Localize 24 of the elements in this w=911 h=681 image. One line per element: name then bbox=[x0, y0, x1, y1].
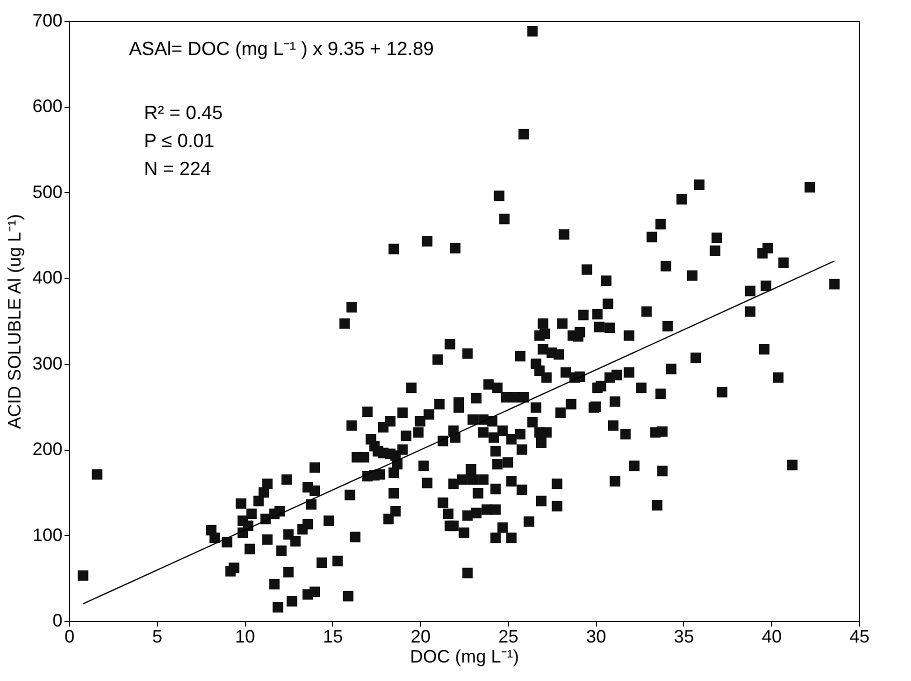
y-tick-label: 300 bbox=[32, 353, 62, 374]
x-tick-label: 0 bbox=[64, 626, 75, 646]
annotation: P ≤ 0.01 bbox=[144, 131, 214, 152]
x-tick-label: 40 bbox=[762, 626, 782, 646]
x-tick-label: 30 bbox=[586, 626, 606, 646]
y-tick-label: 200 bbox=[32, 439, 62, 460]
y-tick-label: 400 bbox=[32, 268, 62, 288]
annotation: R² = 0.45 bbox=[144, 103, 223, 124]
x-tick-label: 15 bbox=[322, 626, 343, 646]
y-tick-label: 600 bbox=[32, 96, 62, 116]
x-tick-label: 5 bbox=[152, 626, 162, 646]
y-tick-label: 100 bbox=[32, 524, 62, 545]
annotation: ASAl= DOC (mg L⁻¹ ) x 9.35 + 12.89 bbox=[129, 39, 434, 60]
x-tick-label: 25 bbox=[498, 626, 518, 646]
y-tick-label: 0 bbox=[52, 610, 62, 630]
x-tick-label: 10 bbox=[235, 626, 256, 646]
annotation: N = 224 bbox=[144, 159, 212, 180]
y-tick-label: 700 bbox=[32, 10, 62, 30]
y-tick-label: 500 bbox=[32, 182, 62, 202]
x-tick-label: 45 bbox=[849, 626, 870, 646]
y-axis-title: ACID SOLUBLE Al (ug L⁻¹) bbox=[4, 214, 24, 430]
x-axis-title: DOC (mg L⁻¹) bbox=[410, 646, 519, 666]
x-tick-label: 20 bbox=[410, 626, 431, 646]
x-tick-label: 35 bbox=[674, 626, 694, 646]
